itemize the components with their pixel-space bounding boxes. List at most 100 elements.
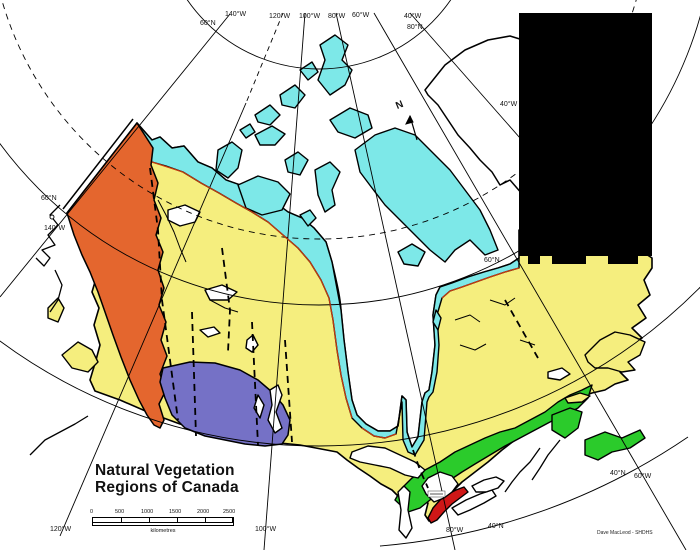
- tiny-place-label: [427, 490, 446, 498]
- treeline-south-bay: [361, 427, 397, 439]
- river: [454, 314, 481, 323]
- parallel-80n: [186, 0, 452, 70]
- north-arrow: [405, 114, 418, 141]
- bc-coast-detail: [29, 415, 89, 456]
- arctic-island: [432, 309, 442, 331]
- border-bc-yukon: [149, 167, 179, 421]
- maine-coast: [531, 439, 561, 481]
- lake-quebec: [547, 367, 571, 381]
- arctic-island: [329, 107, 373, 139]
- graticule-label: 40°W: [404, 13, 422, 20]
- graticule-label: 140°W: [225, 11, 247, 18]
- graticule-label: 100°W: [255, 526, 277, 533]
- scale-tick-label: 0: [90, 509, 94, 515]
- scale-tick-label: 500: [115, 509, 125, 515]
- lake-michigan: [397, 485, 413, 539]
- parallel-60n: [0, 15, 700, 306]
- arctic-island: [284, 151, 309, 176]
- arctic-island: [254, 104, 281, 126]
- arctic-island: [299, 61, 319, 81]
- region-mixed-forest-ns: [584, 429, 646, 461]
- river: [489, 297, 516, 306]
- arctic-island: [317, 34, 353, 96]
- graticule-node: [49, 214, 55, 220]
- arctic-island: [237, 175, 291, 216]
- arctic-island: [397, 243, 426, 267]
- graticule-label: 80°W: [446, 527, 464, 534]
- graticule-label: 60°W: [352, 12, 370, 19]
- foreign-coastlines: [29, 204, 561, 493]
- alaska-coast2: [49, 269, 63, 313]
- island-vancouver: [61, 341, 99, 373]
- graticule-label: 40°W: [500, 101, 518, 108]
- arctic-island: [215, 141, 243, 179]
- region-cordillera: [66, 122, 168, 429]
- graticule-label: 80°N: [407, 24, 423, 31]
- river: [519, 339, 536, 346]
- meridian-140w: [0, 13, 231, 298]
- provincial-borders: [149, 167, 539, 489]
- arctic-circle-dashed: [1, 0, 637, 240]
- arctic-island: [314, 161, 341, 213]
- graticule-label: 60°N: [200, 20, 216, 27]
- parallel-40n: [379, 436, 689, 547]
- region-grassland: [159, 361, 291, 447]
- meridian-60w: [373, 12, 687, 550]
- border-manitoba-ontario: [284, 339, 293, 443]
- island-haida-gwaii: [47, 297, 65, 323]
- scale-unit-label: kilometres: [150, 528, 176, 534]
- lake-athabasca: [199, 326, 221, 338]
- us-atlantic-coast: [504, 447, 541, 493]
- lake-ontario: [471, 476, 505, 493]
- treeline-west: [151, 161, 353, 419]
- region-mixed-forest-nb: [551, 407, 583, 439]
- river: [459, 343, 487, 351]
- arctic-islands: [215, 34, 499, 331]
- meridian-80w: [335, 12, 456, 550]
- alaska-coast: [35, 204, 61, 267]
- redaction-box: [519, 13, 652, 264]
- graticule-label: 80°W: [328, 13, 346, 20]
- meridian-120w-dashed: [245, 12, 284, 104]
- arctic-island: [279, 84, 306, 109]
- neatline-nw: [62, 118, 134, 210]
- treeline-ungava: [441, 267, 520, 299]
- north-arrow-head: [405, 114, 414, 125]
- graticule-label: 140°W: [44, 225, 66, 232]
- border-nwt-nunavut: [221, 247, 231, 353]
- scale-bar-rule: [92, 517, 234, 523]
- lake-superior: [349, 445, 426, 479]
- graticule-label: 60°N: [484, 257, 500, 264]
- treeline: [151, 161, 520, 439]
- graticule-label: 120°W: [269, 13, 291, 20]
- island-newfoundland: [584, 331, 646, 373]
- arctic-island: [239, 123, 256, 139]
- parallel-50n: [0, 286, 700, 447]
- river: [209, 299, 239, 313]
- meridian-120w: [59, 102, 247, 537]
- meridian-100w: [263, 12, 306, 550]
- scale-tick-label: 1500: [169, 509, 182, 515]
- graticule-label: 40°N: [610, 470, 626, 477]
- greenland-outline: [424, 35, 524, 196]
- scale-tick-label: 1000: [141, 509, 154, 515]
- border-sask-east: [251, 321, 259, 446]
- graticule-label: 100°W: [299, 13, 321, 20]
- graticule-label: 60°N: [41, 195, 57, 202]
- yellow-islands: [47, 297, 646, 404]
- scale-tick-label: 2500: [223, 509, 236, 515]
- map-title: Natural Vegetation Regions of Canada: [95, 462, 239, 496]
- border-sask-west: [191, 311, 197, 437]
- island-anticosti: [564, 392, 591, 404]
- credit-text: Dave MacLeod - SHDHS: [597, 530, 653, 536]
- map-title-line2: Regions of Canada: [95, 479, 239, 496]
- graticule-label: 40°N: [488, 523, 504, 530]
- arctic-island: [299, 209, 317, 227]
- arctic-island: [254, 125, 286, 146]
- graticule-label: 60°W: [634, 473, 652, 480]
- arctic-island: [354, 127, 499, 263]
- scale-tick-label: 2000: [197, 509, 210, 515]
